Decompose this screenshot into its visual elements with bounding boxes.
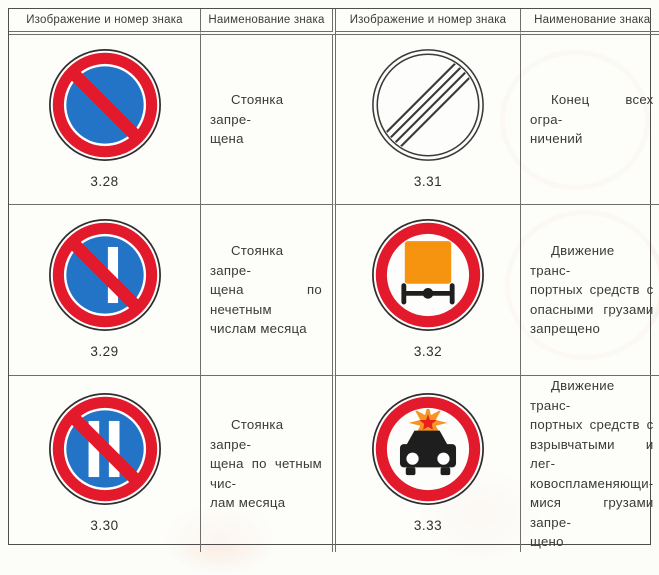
sign-name-line: Стоянка запре- [210,243,284,278]
sign-name-line: щена [210,131,244,147]
column-header-image-number-left: Изображение и номер знака [9,9,201,35]
sign-name-line: запрещено [530,321,601,337]
sign-name-line: взрывчатыми и лег- [530,436,654,472]
sign-number: 3.33 [413,517,443,533]
sign-cell: 3.32 [336,205,521,376]
sign-name-text: Движение транс-портных средств с опасными… [521,241,659,339]
sign-name-line: щено [530,534,564,550]
no-parking-even-days-sign-icon [48,392,161,505]
sign-name-cell: Конец всех огра-ничений [521,35,659,205]
column-header-name-right: Наименование знака [521,9,659,35]
sign-name-text: Стоянка запре-щена по нечетным числам мес… [201,241,332,339]
sign-cell: 3.31 [336,35,521,205]
sign-number: 3.28 [90,173,119,189]
sign-name-line: ничений [530,131,583,147]
sign-name-line: щена по четным чис- [210,456,322,491]
sign-name-line: Стоянка запре- [210,92,284,127]
sign-name-cell: Движение транс-портных средств с взрывчат… [521,376,659,552]
no-parking-odd-days-sign-icon [48,219,161,331]
sign-name-line: Конец всех огра- [530,92,654,127]
sign-name-cell: Стоянка запре-щена [201,35,336,205]
sign-number: 3.32 [413,344,443,359]
column-header-name-left: Наименование знака [201,9,336,35]
sign-name-line: щена по нечетным [210,282,322,317]
sign-name-text: Конец всех огра-ничений [521,90,659,149]
dangerous-goods-prohibited-sign-icon [372,219,484,331]
sign-number: 3.31 [413,173,443,189]
explosive-goods-prohibited-sign-icon [372,392,484,505]
sign-number: 3.29 [90,344,119,359]
sign-number: 3.30 [90,517,119,533]
end-of-all-restrictions-sign-icon [372,48,484,161]
sign-name-line: Движение транс- [530,243,615,278]
no-parking-sign-icon [48,48,161,161]
sign-cell: 3.29 [9,205,201,376]
sign-name-cell: Движение транс-портных средств с опасными… [521,205,659,376]
sign-name-line: опасными грузами [530,301,654,317]
sign-name-line: ковоспламеняющи- [530,475,654,491]
sign-name-line: портных средств с [530,417,654,433]
sign-name-line: лам месяца [210,495,286,511]
sign-cell: 3.33 [336,376,521,552]
sign-name-text: Движение транс-портных средств с взрывчат… [521,376,659,552]
sign-cell: 3.30 [9,376,201,552]
sign-name-line: числам месяца [210,321,307,337]
sign-name-line: Движение транс- [530,378,615,413]
signs-table: Изображение и номер знака Наименование з… [8,8,659,552]
sign-name-line: мися грузами запре- [530,495,654,530]
sign-cell: 3.28 [9,35,201,205]
column-header-image-number-right: Изображение и номер знака [336,9,521,35]
sign-name-text: Стоянка запре-щена [201,90,332,149]
sign-name-cell: Стоянка запре-щена по нечетным числам мес… [201,205,336,376]
sign-name-line: портных средств с [530,282,654,298]
sign-name-cell: Стоянка запре-щена по четным чис-лам мес… [201,376,336,552]
sign-name-line: Стоянка запре- [210,417,284,452]
sign-name-text: Стоянка запре-щена по четным чис-лам мес… [201,415,332,513]
